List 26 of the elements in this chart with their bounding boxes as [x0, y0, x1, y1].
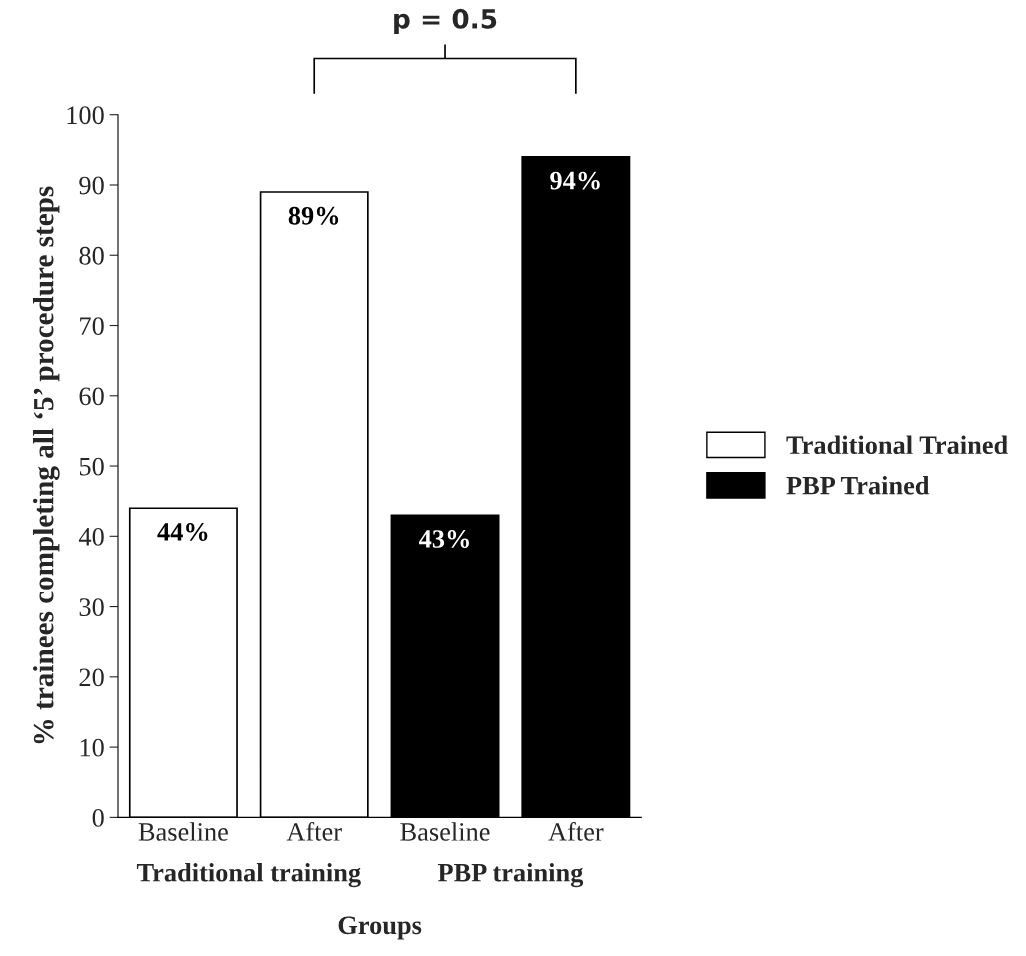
- data-label: 94%: [550, 171, 600, 190]
- x-tick-label: After: [548, 821, 604, 841]
- y-tick-label: 70: [80, 317, 104, 335]
- y-tick-label: 50: [79, 457, 104, 476]
- text: p = 0.5: [394, 8, 497, 34]
- legend-label: Traditional Trained: [786, 435, 1008, 455]
- y-tick-label: 100: [67, 106, 104, 125]
- y-tick-label: 90: [79, 176, 104, 195]
- y-tick-label: 60: [79, 387, 104, 406]
- legend-label: PBP Trained: [786, 475, 930, 495]
- data-label: 43%: [419, 530, 469, 548]
- data-label: 44%: [157, 523, 208, 541]
- x-tick-label: After: [286, 821, 342, 841]
- y-tick-label: 0: [92, 808, 104, 827]
- y-axis-title: % trainees completing all ‘5’ procedure steps: [32, 186, 60, 744]
- data-label: 89%: [288, 206, 339, 225]
- text: PBP training: [437, 863, 584, 888]
- y-tick-label: 40: [78, 527, 104, 546]
- y-tick-label: 10: [80, 738, 104, 757]
- x-tick-label: Baseline: [138, 822, 228, 841]
- x-axis-title: Groups: [338, 916, 422, 940]
- y-tick-label: 20: [79, 668, 104, 687]
- y-tick-label: 30: [79, 598, 104, 616]
- x-tick-label: Baseline: [400, 822, 490, 841]
- y-tick-label: 80: [79, 246, 104, 265]
- text: Traditional training: [136, 863, 361, 888]
